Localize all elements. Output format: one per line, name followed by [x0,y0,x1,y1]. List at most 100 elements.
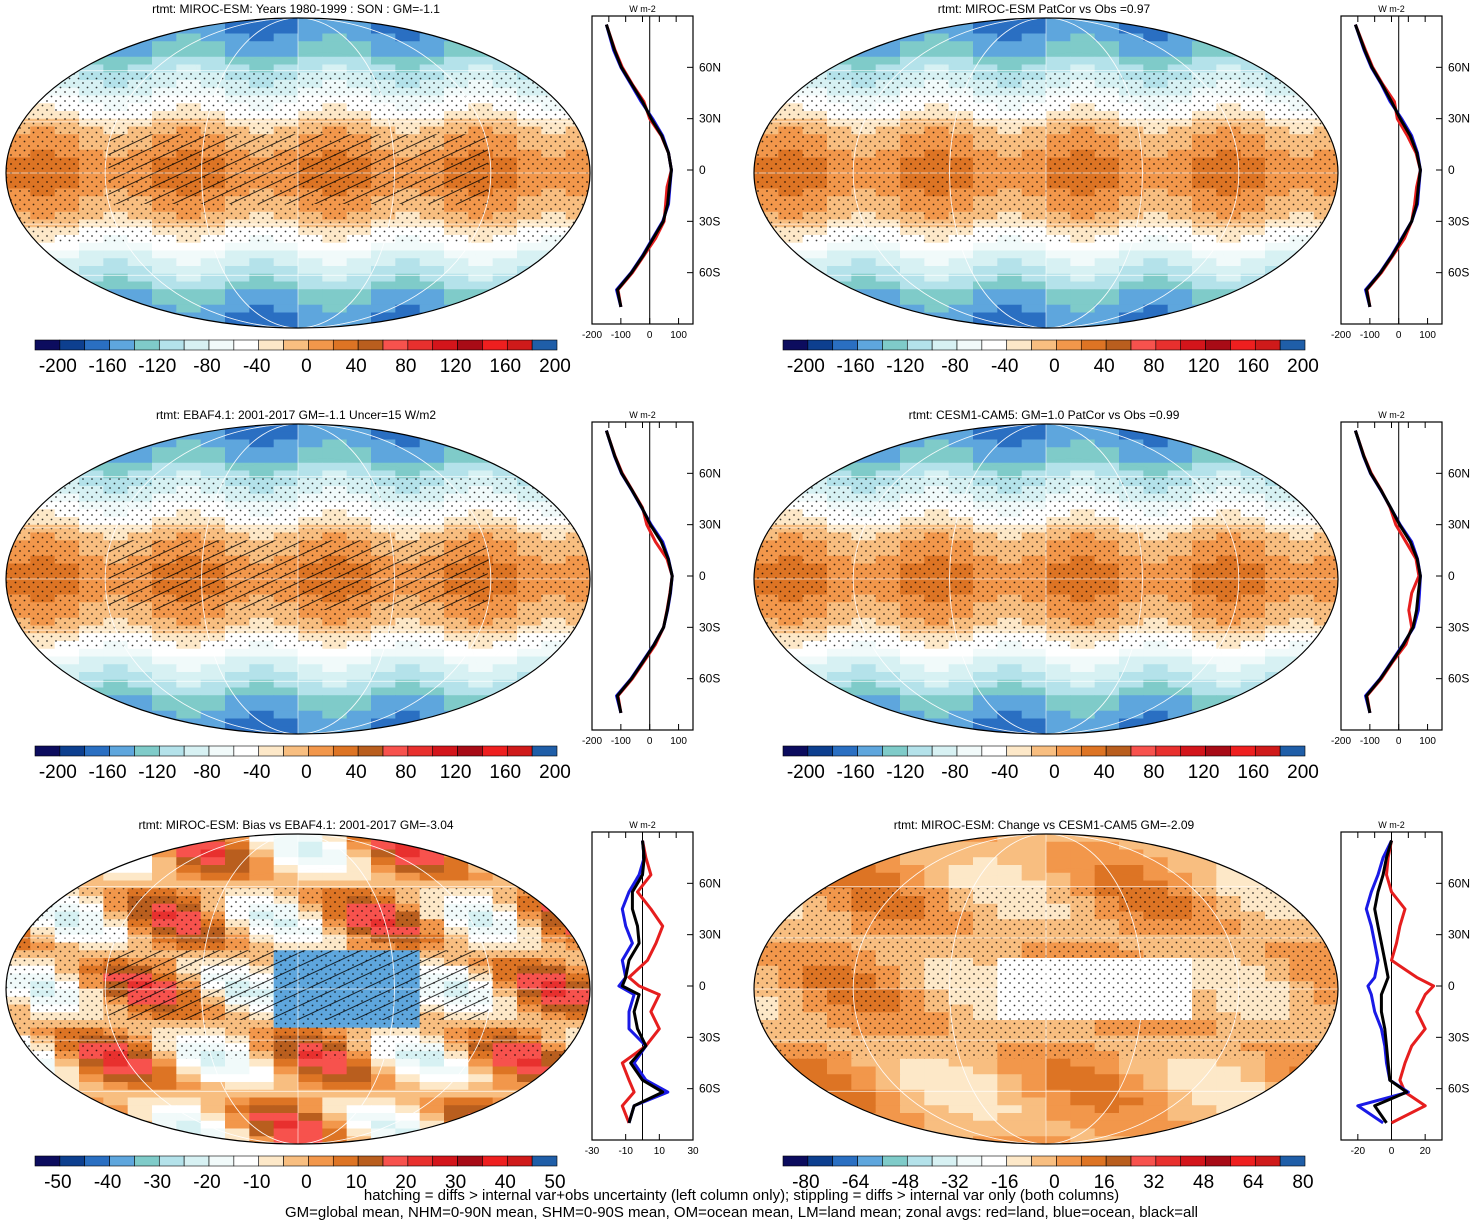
field-cell [827,447,852,456]
field-cell [900,281,925,290]
coastline [847,486,952,641]
field-cell [1046,718,1071,727]
field-cell [152,439,177,448]
field-cell [298,872,323,881]
field-cell [948,266,974,275]
field-cell [1070,258,1096,267]
field-cell [200,1074,226,1083]
field-cell [1240,289,1266,298]
longitude-line [104,424,492,734]
lat-label: 60N [699,60,721,74]
field-cell [1289,33,1315,42]
field-cell [1119,710,1144,719]
field-cell [152,834,177,843]
field-cell [395,834,421,843]
field-cell [565,478,590,487]
field-cell [127,679,153,688]
field-cell [127,242,153,251]
field-cell [6,656,31,665]
field-cell [273,25,299,34]
field-cell [754,103,779,112]
colorbar-box [357,745,384,757]
field-cell [1265,258,1290,267]
field-cell [948,273,974,282]
field-cell [371,41,396,50]
field-cell [273,865,299,874]
field-cell [298,455,323,464]
colorbar-box [308,745,334,757]
field-cell [322,672,348,681]
field-cell [6,834,31,843]
colorbar-box [981,745,1008,757]
field-cell [298,439,323,448]
field-cell [1313,439,1338,448]
field-cell [79,18,104,27]
field-cell [492,1074,518,1083]
field-cell [322,695,348,704]
field-cell [1046,266,1071,275]
field-cell [273,447,299,456]
field-cell [298,424,323,433]
field-cell [1021,718,1047,727]
field-cell [200,687,226,696]
field-cell [395,320,421,328]
field-cell [1240,703,1266,712]
field-cell [997,470,1023,479]
field-cell [127,25,153,34]
field-cell [1094,439,1120,448]
panel-p4: rtmt: CESM1-CAM5: GM=1.0 PatCor vs Obs =… [753,408,1470,783]
longitude-line [104,18,492,328]
field-cell [371,64,396,73]
lat-label: 30S [699,620,720,634]
field-cell [541,703,567,712]
field-cell [1094,703,1120,712]
field-cell [30,695,56,704]
longitude-line [949,18,1143,328]
field-cell [79,1058,104,1067]
field-cell [851,656,877,665]
field-cell [6,501,31,510]
colorbar-box [233,339,260,351]
field-cell [322,250,348,259]
field-cell [249,289,275,298]
field-cell [541,896,567,905]
field-cell [127,470,153,479]
field-cell [851,258,877,267]
field-cell [1240,648,1266,657]
colorbar-box [109,745,135,757]
field-cell [1265,710,1290,719]
field-cell [924,648,950,657]
field-cell [225,865,250,874]
field-cell [322,865,348,874]
field-cell [127,849,153,858]
colorbar-box [1105,339,1132,351]
field-cell [419,880,445,889]
field-cell [565,888,590,897]
field-cell [419,56,445,65]
colorbar-box [258,339,284,351]
field-cell [395,273,421,282]
colorbar-label: -80 [941,762,968,783]
field-cell [851,455,877,464]
field-cell [1240,679,1266,688]
field-cell [468,320,494,328]
field-cell [30,242,56,251]
field-cell [565,64,590,73]
field-cell [468,250,494,259]
field-cell [30,312,56,321]
field-cell [419,718,445,727]
field-cell [754,250,779,259]
field-cell [1046,672,1071,681]
field-cell [997,447,1023,456]
field-cell [1119,687,1144,696]
field-cell [1143,470,1169,479]
field-cell [948,695,974,704]
field-cell [6,888,31,897]
field-cell [827,648,852,657]
field-cell [103,304,129,313]
field-cell [30,865,56,874]
field-cell [997,49,1023,58]
colorbar-box [158,339,185,351]
field-cell [924,470,950,479]
field-cell [152,49,177,58]
